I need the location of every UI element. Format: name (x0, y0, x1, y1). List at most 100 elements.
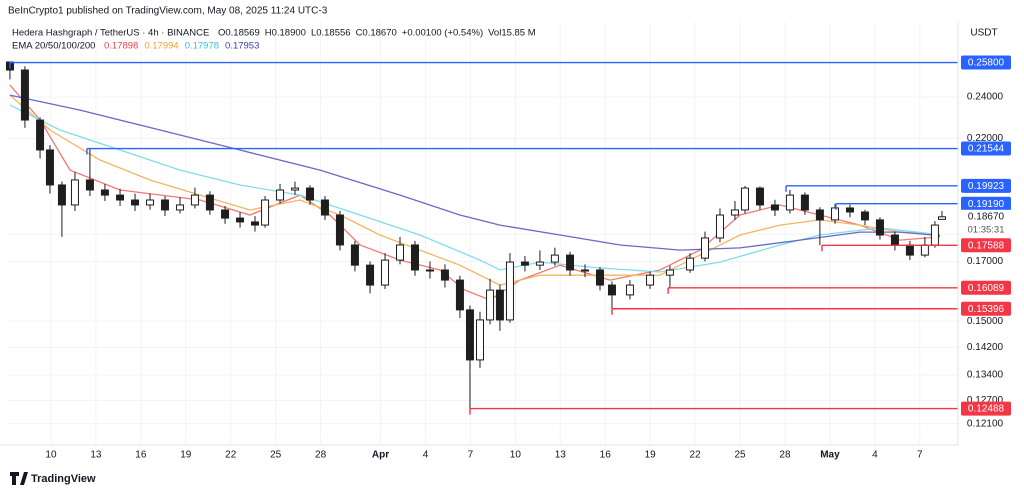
y-tick-label: 0.17000 (967, 256, 1004, 267)
candle-body (860, 211, 869, 221)
x-tick-label: 16 (600, 450, 612, 461)
y-tick-label: 0.12700 (967, 395, 1004, 406)
level-label: 0.16089 (968, 283, 1005, 294)
candle-body (686, 257, 695, 271)
x-tick-label: 4 (423, 450, 429, 461)
ohlc-value: C0.18670 (356, 28, 397, 39)
y-tick-label: 0.24000 (967, 92, 1004, 103)
candle-body (70, 179, 79, 206)
level-tag (961, 301, 1011, 316)
x-tick-label: 4 (872, 450, 878, 461)
candle-body (160, 199, 169, 211)
candle-body (205, 194, 214, 211)
candle-body (905, 244, 914, 256)
x-tick-label: 10 (45, 450, 57, 461)
candle-body (890, 234, 899, 246)
candle-body (770, 204, 779, 211)
level-label: 0.19923 (968, 181, 1005, 192)
grid (8, 22, 958, 445)
candle-body (646, 274, 655, 286)
level-tag (961, 55, 1011, 70)
ohlc-value: +0.00100 (+0.54%) (402, 28, 483, 39)
candle-body (505, 261, 514, 321)
candle-body (740, 187, 749, 211)
candle-body (785, 194, 794, 211)
candle-body (276, 189, 285, 201)
x-tick-label: 7 (917, 450, 923, 461)
candle-body (20, 69, 29, 121)
candle-body (845, 207, 854, 213)
symbol: Hedera Hashgraph / TetherUS · 4h · BINAN… (12, 28, 209, 39)
candle-body (236, 217, 245, 223)
indicator: EMA 20/50/100/200 (12, 41, 95, 52)
candle-body (396, 244, 405, 261)
candle-body (366, 264, 375, 286)
candle-body (875, 219, 884, 236)
level-label: 0.19190 (968, 199, 1005, 210)
ohlc: O0.18569 H0.18900 L0.18556 C0.18670 +0.00100… (218, 28, 536, 39)
level-tag (961, 280, 1011, 295)
ohlc-value: Vol15.85 M (488, 28, 536, 39)
candle-body (937, 216, 946, 220)
candle-body (920, 244, 929, 256)
brand: TradingView (31, 473, 96, 485)
candle-body (520, 261, 529, 266)
y-tick-label: 0.15000 (967, 316, 1004, 327)
x-tick-label: 7 (468, 450, 474, 461)
x-tick-label: 28 (315, 450, 327, 461)
candle-body (320, 199, 329, 216)
candle-body (291, 187, 300, 191)
candle-body (261, 199, 270, 226)
level-label: 0.21544 (968, 144, 1005, 155)
indicator-value: 0.17953 (225, 41, 259, 52)
level-tag (961, 178, 1011, 193)
candle-body (116, 194, 125, 201)
candle-body (410, 244, 419, 271)
brand-logo: TradingView (10, 472, 96, 485)
indicator-value: 0.17898 (104, 41, 138, 52)
candle-body (350, 244, 359, 266)
ohlc-value: H0.18900 (265, 28, 306, 39)
level-tag (961, 401, 1011, 416)
x-tick-label: Apr (372, 450, 389, 461)
candle-body (715, 214, 724, 239)
candle-body (566, 254, 575, 271)
candle-body (831, 207, 840, 221)
indicator-values: 0.17898 0.17994 0.17978 0.17953 (104, 41, 259, 52)
candle-body (581, 269, 590, 272)
x-tick-label: 19 (180, 450, 192, 461)
candle-body (57, 184, 66, 206)
x-tick-label: 10 (510, 450, 522, 461)
x-tick-label: 25 (734, 450, 746, 461)
ema-line (9, 94, 941, 251)
last-price-label: 0.18670 (968, 211, 1005, 222)
ema-line (9, 94, 941, 286)
level-tag (961, 196, 1011, 211)
candle-body (36, 119, 45, 151)
candle-body (175, 204, 184, 211)
level-label: 0.15396 (968, 304, 1005, 315)
candle-body (815, 209, 824, 221)
candle-body (535, 261, 544, 266)
candle-body (335, 214, 344, 246)
candle-body (495, 289, 504, 321)
candle-body (45, 149, 54, 186)
candle-body (381, 259, 390, 286)
level-label: 0.12488 (968, 404, 1005, 415)
level-label: 0.25800 (968, 58, 1005, 69)
y-tick-label: 0.12100 (967, 418, 1004, 429)
indicator-value: 0.17994 (144, 41, 178, 52)
y-tick-label: 0.13400 (967, 370, 1004, 381)
candle-body (305, 187, 314, 201)
plot (5, 61, 958, 415)
x-tick-label: 22 (225, 450, 237, 461)
candle-body (455, 279, 464, 311)
candle-body (131, 199, 140, 206)
y-tick-label: 0.22000 (967, 133, 1004, 144)
publisher: BeInCrypto1 published on TradingView.com… (8, 6, 328, 17)
x-tick-label: 25 (270, 450, 282, 461)
candle-body (665, 269, 674, 276)
x-tick-label: May (820, 450, 840, 461)
